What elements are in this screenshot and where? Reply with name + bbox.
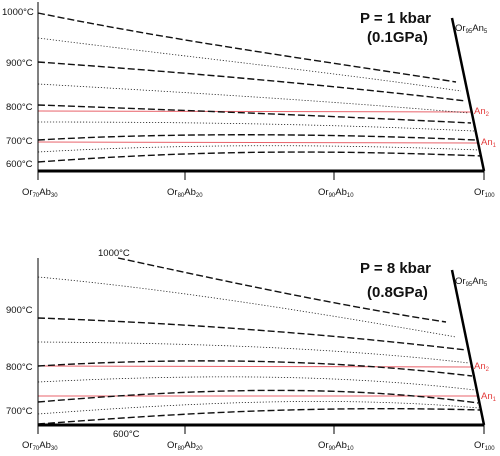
or95an5-label-bottom: Or95An5 [455,276,488,288]
isotherm-850-top [37,83,470,114]
isotherm-650-bottom [37,401,480,415]
isotherm-850-bottom [37,341,470,364]
temp-label-800: 800°C [6,102,33,113]
an1-label-top: An1 [481,137,497,149]
pressure-label-bottom: P = 8 kbar [360,260,431,277]
panel-bottom: 1000°C 900°C 800°C 700°C 600°C P = 8 kba… [6,248,497,452]
right-edge-bottom [450,269,486,426]
isotherm-700-top [37,134,477,141]
temp-label-900-bottom: 900°C [6,305,33,316]
an1-line-top [37,141,479,144]
gpa-label-top: (0.1GPa) [367,29,428,46]
right-edge-top [450,17,486,172]
isotherm-1000-top [37,12,457,83]
temp-label-800-bottom: 800°C [6,362,33,373]
isotherm-950-top [37,37,462,92]
isotherm-600-top [37,151,483,163]
isotherm-700-bottom [37,389,479,404]
temp-label-700: 700°C [6,136,33,147]
xtick-or100-bottom: Or100 [474,440,495,452]
xtick-or90ab10-top: Or90Ab10 [318,187,354,199]
temp-label-700-bottom: 700°C [6,406,33,417]
isotherm-750-top [37,121,475,132]
panel-top: 1000°C 900°C 800°C 700°C 600°C P = 1 kba… [2,2,497,199]
isotherm-1000-bottom [117,257,447,323]
isotherm-950-bottom [37,276,457,338]
xtick-or100-top: Or100 [474,187,495,199]
temp-label-1000-bottom: 1000°C [98,248,130,259]
xtick-or90ab10-bottom: Or90Ab10 [318,440,354,452]
an2-label-bottom: An2 [474,361,490,373]
isotherm-900-top [37,61,467,102]
gpa-label-bottom: (0.8GPa) [367,284,428,301]
temp-label-600: 600°C [6,159,33,170]
xtick-or70ab30-top: Or70Ab30 [22,187,58,199]
an2-line-bottom [37,365,474,368]
isotherm-650-top [37,145,480,153]
or95an5-label-top: Or95An5 [455,23,488,35]
an2-label-top: An2 [474,106,490,118]
isotherm-900-bottom [37,317,467,351]
isotherm-600-bottom [37,407,481,425]
isotherm-800-top [37,104,472,124]
temp-label-600-bottom: 600°C [113,429,140,440]
xtick-or80ab20-bottom: Or80Ab20 [167,440,203,452]
an2-line-top [37,110,474,113]
pressure-label-top: P = 1 kbar [360,10,431,27]
an1-label-bottom: An1 [481,391,497,403]
isotherm-800-bottom [37,360,473,377]
isotherm-750-bottom [37,376,476,391]
xtick-or70ab30-bottom: Or70Ab30 [22,440,58,452]
xtick-or80ab20-top: Or80Ab20 [167,187,203,199]
temp-label-900: 900°C [6,58,33,69]
temp-label-1000: 1000°C [2,7,34,18]
